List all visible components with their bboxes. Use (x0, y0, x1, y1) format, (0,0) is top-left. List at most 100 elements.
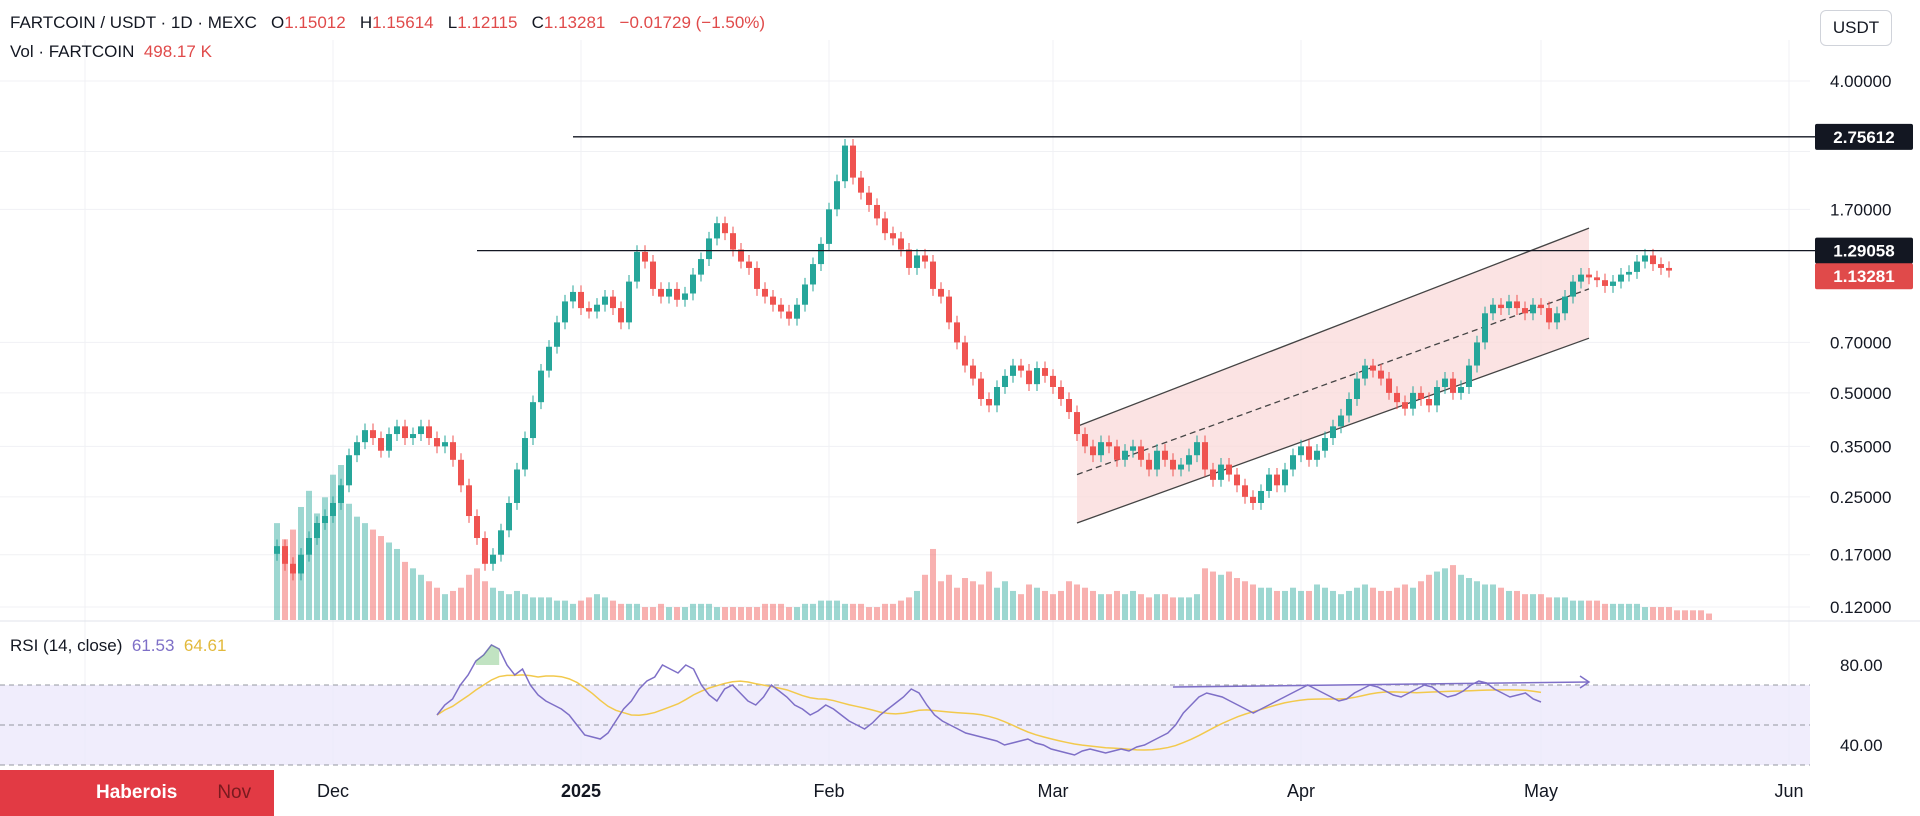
candle-body (914, 255, 920, 268)
volume-bar (1034, 587, 1040, 620)
candle-body (1226, 464, 1232, 475)
volume-bar (402, 561, 408, 620)
volume-bar (1154, 594, 1160, 620)
volume-bar (810, 603, 816, 620)
candle-body (354, 442, 360, 456)
brand-month-label: Nov (217, 782, 252, 803)
volume-bar (1650, 607, 1656, 620)
volume-bar (1330, 590, 1336, 620)
candle-body (978, 378, 984, 400)
volume-bar (1386, 590, 1392, 620)
time-tick-label: Dec (317, 781, 349, 801)
volume-bar (354, 516, 360, 620)
volume-bar (514, 590, 520, 620)
volume-bar (578, 600, 584, 620)
volume-bar (482, 581, 488, 620)
volume-bar (474, 568, 480, 620)
candle-body (866, 192, 872, 205)
volume-bar (1106, 594, 1112, 620)
candle-body (1514, 301, 1520, 309)
price-tick-label: 0.25000 (1830, 488, 1891, 507)
candle-body (1370, 365, 1376, 371)
volume-bar (1482, 584, 1488, 620)
volume-bar (330, 474, 336, 620)
candle-body (1642, 255, 1648, 262)
candle-body (1562, 296, 1568, 314)
volume-bar (1042, 590, 1048, 620)
volume-bar (1442, 568, 1448, 620)
price-tick-label: 0.50000 (1830, 384, 1891, 403)
volume-bar (314, 513, 320, 620)
volume-bar (698, 603, 704, 620)
volume-bar (898, 600, 904, 620)
volume-bar (1538, 594, 1544, 620)
volume-bar (1394, 587, 1400, 620)
volume-bar (1010, 590, 1016, 620)
volume-bar (754, 607, 760, 620)
volume-bar (1402, 584, 1408, 620)
candle-body (1210, 469, 1216, 480)
candle-body (594, 304, 600, 312)
volume-bar (1050, 594, 1056, 620)
volume-bar (394, 548, 400, 620)
price-tick-label: 0.17000 (1830, 546, 1891, 565)
candle-body (994, 386, 1000, 406)
candle-body (1330, 426, 1336, 439)
candle-body (1530, 304, 1536, 314)
rsi-legend: RSI (14, close) 61.53 64.61 (10, 636, 226, 656)
candle-body (938, 288, 944, 297)
volume-bar (1610, 603, 1616, 620)
volume-bar (1234, 578, 1240, 620)
candle-body (1306, 446, 1312, 460)
candle-body (674, 288, 680, 300)
candle-body (1322, 438, 1328, 451)
candle-body (1002, 375, 1008, 387)
candle-body (858, 177, 864, 193)
candle-body (578, 291, 584, 309)
volume-bar (786, 607, 792, 620)
candle-body (1418, 392, 1424, 400)
volume-bar (1698, 610, 1704, 620)
candle-body (1538, 304, 1544, 309)
grid-lines (0, 40, 1920, 765)
candle-body (1258, 490, 1264, 503)
candle-body (1386, 378, 1392, 393)
candle-body (1178, 464, 1184, 470)
volume-bar (1138, 594, 1144, 620)
candle-body (954, 322, 960, 343)
candle-body (642, 251, 648, 262)
candle-body (1282, 469, 1288, 486)
volume-bar (466, 574, 472, 620)
candle-body (1114, 446, 1120, 460)
volume-bar (1114, 590, 1120, 620)
candle-body (410, 434, 416, 439)
candle-body (826, 209, 832, 244)
channel-fill (1077, 228, 1589, 524)
time-axis: Dec 2025 Feb Mar Apr May Jun (317, 781, 1804, 801)
currency-unit-button[interactable]: USDT (1820, 10, 1892, 46)
volume-bar (682, 607, 688, 620)
volume-bar (1674, 610, 1680, 620)
candle-body (1458, 386, 1464, 393)
candle-body (458, 459, 464, 486)
time-tick-label: Jun (1774, 781, 1803, 801)
candle-body (1410, 392, 1416, 409)
candle-body (426, 426, 432, 439)
candle-body (1362, 365, 1368, 379)
level-label: 2.75612 (1833, 128, 1894, 147)
volume-bar (1370, 587, 1376, 620)
candle-body (970, 365, 976, 379)
price-tick-label: 1.70000 (1830, 200, 1891, 219)
candle-body (882, 218, 888, 234)
volume-bar (554, 600, 560, 620)
candle-body (1466, 365, 1472, 387)
volume-bar (1002, 581, 1008, 620)
price-tick-label: 4.00000 (1830, 72, 1891, 91)
candle-body (1074, 412, 1080, 435)
candle-body (1146, 459, 1152, 470)
volume-bar (674, 607, 680, 620)
volume-bar (1562, 597, 1568, 620)
volume-bar (1522, 594, 1528, 620)
volume-bar (410, 568, 416, 620)
